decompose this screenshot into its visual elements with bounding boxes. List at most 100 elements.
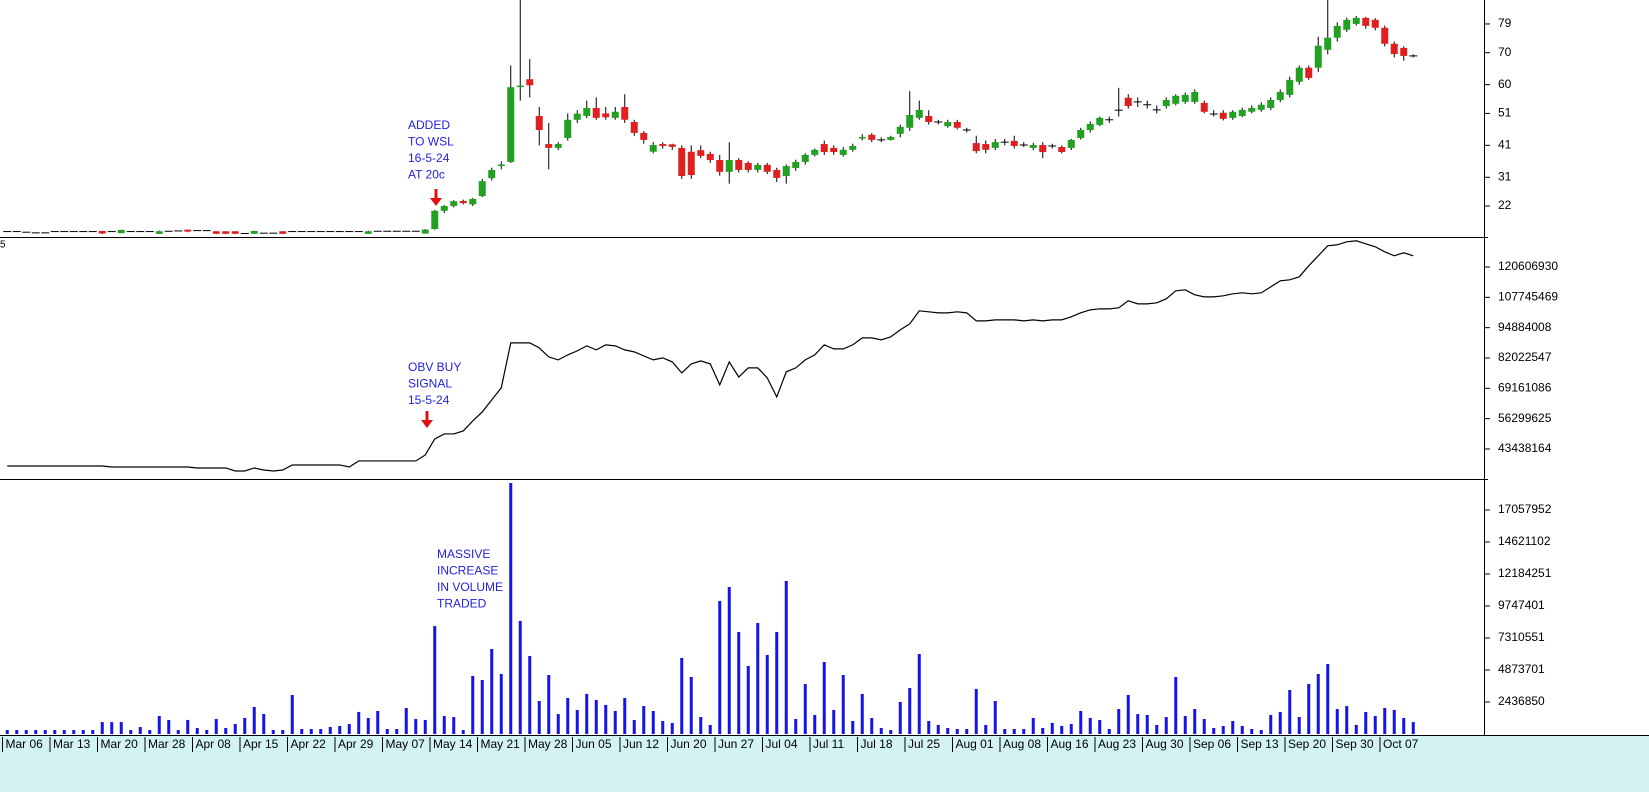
volume-bar xyxy=(604,704,608,734)
volume-bar xyxy=(1202,719,1206,734)
x-tick-label: Apr 29 xyxy=(338,737,374,751)
candle-body xyxy=(706,153,714,161)
volume-bar xyxy=(1373,716,1377,734)
volume-bar xyxy=(1240,725,1244,734)
volume-bar xyxy=(1164,717,1168,734)
volume-bar xyxy=(138,727,142,734)
volume-bar xyxy=(1354,724,1358,734)
candle-body xyxy=(621,107,629,120)
annotation: TO WSL xyxy=(408,135,454,149)
candle-body xyxy=(488,169,496,179)
candle-body xyxy=(545,144,553,148)
annotation: 15-5-24 xyxy=(408,393,450,407)
candle-body xyxy=(1219,112,1227,119)
volume-bar xyxy=(689,677,693,734)
candle-body xyxy=(573,113,581,120)
candle-body xyxy=(459,200,467,204)
obv-line xyxy=(7,240,1414,472)
volume-bar xyxy=(148,730,152,734)
y-tick-label: 14621102 xyxy=(1498,534,1551,548)
candle-body xyxy=(117,229,125,234)
x-tick-label: Jun 20 xyxy=(671,737,707,751)
volume-bar xyxy=(946,727,950,734)
volume-bar xyxy=(176,730,180,734)
volume-bar xyxy=(338,725,342,734)
corner-label: 5 xyxy=(0,240,6,251)
candle-body xyxy=(535,115,543,130)
annotation: INCREASE xyxy=(437,564,498,578)
candle-body xyxy=(1181,94,1189,102)
volume-bar xyxy=(1364,711,1368,734)
x-tick-label: Mar 13 xyxy=(53,737,91,751)
volume-bar xyxy=(1402,717,1406,734)
volume-bar xyxy=(955,729,959,734)
volume-bar xyxy=(319,729,323,734)
volume-bar xyxy=(205,730,209,734)
volume-bar xyxy=(708,724,712,734)
x-tick-label: Aug 08 xyxy=(1003,737,1041,751)
candle-body xyxy=(982,144,990,150)
volume-bar xyxy=(1031,717,1035,734)
volume-bar xyxy=(566,698,570,734)
volume-bar xyxy=(1069,724,1073,734)
volume-bar xyxy=(490,649,494,734)
volume-bar xyxy=(480,680,484,734)
candle-body xyxy=(687,151,695,176)
volume-bar xyxy=(803,683,807,734)
volume-bar xyxy=(1060,725,1064,734)
candle-body xyxy=(554,144,562,148)
candle-body xyxy=(364,231,372,234)
candle-body xyxy=(440,206,448,211)
volume-bar xyxy=(575,709,579,734)
candle-body xyxy=(735,160,743,170)
volume-bar xyxy=(936,724,940,734)
volume-bar xyxy=(53,730,57,734)
y-tick-label: 120606930 xyxy=(1498,259,1558,273)
x-tick-label: Jun 12 xyxy=(623,737,659,751)
volume-bar xyxy=(214,719,218,734)
volume-bar xyxy=(1316,673,1320,734)
candle-body xyxy=(944,122,952,127)
volume-bar xyxy=(5,730,9,734)
y-tick-label: 41 xyxy=(1498,138,1512,152)
x-tick-label: Sep 20 xyxy=(1288,737,1326,751)
volume-bar xyxy=(195,727,199,734)
volume-bar xyxy=(157,716,161,734)
candle-body xyxy=(250,230,258,234)
candle-body xyxy=(630,122,638,133)
candle-body xyxy=(1162,99,1170,107)
candle-body xyxy=(1124,97,1132,107)
candle-body xyxy=(1200,102,1208,112)
candle-body xyxy=(668,144,676,147)
candle-body xyxy=(1267,99,1275,108)
candle-body xyxy=(1248,107,1256,112)
volume-bar xyxy=(186,719,190,734)
candle-body xyxy=(1229,111,1237,118)
annotation: ADDED xyxy=(408,118,450,132)
volume-bar xyxy=(860,693,864,734)
volume-bar xyxy=(1231,720,1235,734)
volume-bar xyxy=(1212,727,1216,734)
volume-bar xyxy=(851,720,855,734)
volume-bar xyxy=(366,717,370,734)
y-tick-label: 94884008 xyxy=(1498,320,1552,334)
volume-bar xyxy=(376,711,380,734)
x-tick-label: Jun 05 xyxy=(576,737,612,751)
volume-bar xyxy=(1269,714,1273,734)
candle-body xyxy=(1077,129,1085,138)
volume-bar xyxy=(309,729,313,734)
volume-bar xyxy=(642,706,646,734)
candle-body xyxy=(697,150,705,156)
volume-bar xyxy=(632,719,636,734)
volume-bar xyxy=(233,724,237,734)
volume-bar xyxy=(1278,711,1282,734)
candle-body xyxy=(830,147,838,153)
candle-body xyxy=(1257,104,1265,110)
x-tick-label: May 14 xyxy=(433,737,473,751)
price-arrow xyxy=(430,189,442,206)
volume-bar xyxy=(1221,725,1225,734)
volume-bar xyxy=(452,717,456,734)
candle-body xyxy=(820,144,828,153)
candle-body xyxy=(526,79,534,86)
volume-bar xyxy=(499,673,503,734)
